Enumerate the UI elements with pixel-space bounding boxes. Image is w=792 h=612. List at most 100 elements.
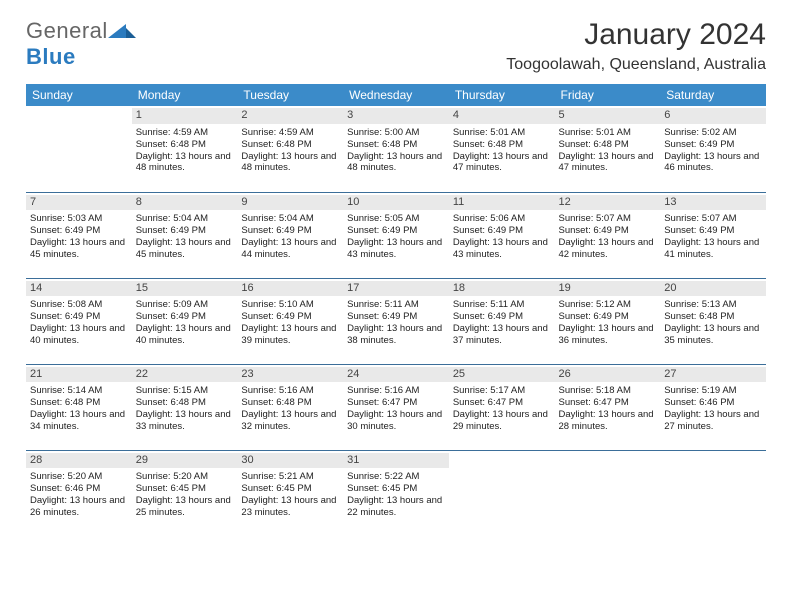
calendar-day-cell <box>26 106 132 192</box>
daylight-text: Daylight: 13 hours and 23 minutes. <box>241 495 339 519</box>
sunset-text: Sunset: 6:49 PM <box>241 311 339 323</box>
daylight-text: Daylight: 13 hours and 35 minutes. <box>664 323 762 347</box>
daylight-text: Daylight: 13 hours and 48 minutes. <box>136 151 234 175</box>
day-number: 14 <box>26 281 132 297</box>
sunrise-text: Sunrise: 5:00 AM <box>347 127 445 139</box>
calendar-day-cell: 23Sunrise: 5:16 AMSunset: 6:48 PMDayligh… <box>237 364 343 450</box>
day-number: 9 <box>237 195 343 211</box>
sunset-text: Sunset: 6:47 PM <box>453 397 551 409</box>
day-number: 18 <box>449 281 555 297</box>
day-number: 22 <box>132 367 238 383</box>
calendar-day-cell: 24Sunrise: 5:16 AMSunset: 6:47 PMDayligh… <box>343 364 449 450</box>
calendar-body: 1Sunrise: 4:59 AMSunset: 6:48 PMDaylight… <box>26 106 766 536</box>
sunrise-text: Sunrise: 4:59 AM <box>136 127 234 139</box>
day-header-row: Sunday Monday Tuesday Wednesday Thursday… <box>26 84 766 106</box>
sunrise-text: Sunrise: 5:20 AM <box>136 471 234 483</box>
sunrise-text: Sunrise: 5:17 AM <box>453 385 551 397</box>
sunrise-text: Sunrise: 5:16 AM <box>347 385 445 397</box>
sunrise-text: Sunrise: 5:01 AM <box>559 127 657 139</box>
day-number: 17 <box>343 281 449 297</box>
sunset-text: Sunset: 6:48 PM <box>136 397 234 409</box>
sunset-text: Sunset: 6:46 PM <box>664 397 762 409</box>
brand-part2: Blue <box>26 44 76 69</box>
sunrise-text: Sunrise: 5:11 AM <box>347 299 445 311</box>
day-number: 6 <box>660 108 766 124</box>
sunrise-text: Sunrise: 5:08 AM <box>30 299 128 311</box>
sunrise-text: Sunrise: 5:06 AM <box>453 213 551 225</box>
sunset-text: Sunset: 6:49 PM <box>241 225 339 237</box>
day-number: 23 <box>237 367 343 383</box>
day-number: 16 <box>237 281 343 297</box>
col-wednesday: Wednesday <box>343 84 449 106</box>
day-number: 26 <box>555 367 661 383</box>
calendar-day-cell: 26Sunrise: 5:18 AMSunset: 6:47 PMDayligh… <box>555 364 661 450</box>
sunset-text: Sunset: 6:48 PM <box>241 139 339 151</box>
month-title: January 2024 <box>506 18 766 52</box>
day-number: 19 <box>555 281 661 297</box>
brand-name: General Blue <box>26 18 136 70</box>
sunset-text: Sunset: 6:49 PM <box>30 225 128 237</box>
day-number: 30 <box>237 453 343 469</box>
calendar-day-cell: 16Sunrise: 5:10 AMSunset: 6:49 PMDayligh… <box>237 278 343 364</box>
calendar-day-cell: 1Sunrise: 4:59 AMSunset: 6:48 PMDaylight… <box>132 106 238 192</box>
daylight-text: Daylight: 13 hours and 43 minutes. <box>453 237 551 261</box>
daylight-text: Daylight: 13 hours and 44 minutes. <box>241 237 339 261</box>
calendar-day-cell: 7Sunrise: 5:03 AMSunset: 6:49 PMDaylight… <box>26 192 132 278</box>
daylight-text: Daylight: 13 hours and 48 minutes. <box>241 151 339 175</box>
daylight-text: Daylight: 13 hours and 43 minutes. <box>347 237 445 261</box>
day-number: 5 <box>555 108 661 124</box>
sunrise-text: Sunrise: 5:22 AM <box>347 471 445 483</box>
header: General Blue January 2024 Toogoolawah, Q… <box>26 18 766 74</box>
sunset-text: Sunset: 6:46 PM <box>30 483 128 495</box>
day-number: 31 <box>343 453 449 469</box>
calendar-day-cell: 20Sunrise: 5:13 AMSunset: 6:48 PMDayligh… <box>660 278 766 364</box>
day-number: 21 <box>26 367 132 383</box>
day-number: 27 <box>660 367 766 383</box>
sunrise-text: Sunrise: 5:20 AM <box>30 471 128 483</box>
daylight-text: Daylight: 13 hours and 40 minutes. <box>30 323 128 347</box>
day-number: 24 <box>343 367 449 383</box>
col-friday: Friday <box>555 84 661 106</box>
sunset-text: Sunset: 6:48 PM <box>241 397 339 409</box>
calendar-day-cell: 15Sunrise: 5:09 AMSunset: 6:49 PMDayligh… <box>132 278 238 364</box>
sunset-text: Sunset: 6:49 PM <box>664 139 762 151</box>
calendar-day-cell: 22Sunrise: 5:15 AMSunset: 6:48 PMDayligh… <box>132 364 238 450</box>
sunrise-text: Sunrise: 5:12 AM <box>559 299 657 311</box>
col-monday: Monday <box>132 84 238 106</box>
sunset-text: Sunset: 6:45 PM <box>241 483 339 495</box>
calendar-day-cell: 27Sunrise: 5:19 AMSunset: 6:46 PMDayligh… <box>660 364 766 450</box>
daylight-text: Daylight: 13 hours and 48 minutes. <box>347 151 445 175</box>
calendar-week-row: 14Sunrise: 5:08 AMSunset: 6:49 PMDayligh… <box>26 278 766 364</box>
sunset-text: Sunset: 6:49 PM <box>347 225 445 237</box>
calendar-day-cell: 29Sunrise: 5:20 AMSunset: 6:45 PMDayligh… <box>132 450 238 536</box>
sunrise-text: Sunrise: 5:21 AM <box>241 471 339 483</box>
sunrise-text: Sunrise: 5:10 AM <box>241 299 339 311</box>
calendar-day-cell <box>660 450 766 536</box>
location-subtitle: Toogoolawah, Queensland, Australia <box>506 56 766 74</box>
calendar-day-cell: 31Sunrise: 5:22 AMSunset: 6:45 PMDayligh… <box>343 450 449 536</box>
day-number: 11 <box>449 195 555 211</box>
brand-part1: General <box>26 18 108 43</box>
calendar-day-cell: 8Sunrise: 5:04 AMSunset: 6:49 PMDaylight… <box>132 192 238 278</box>
calendar-day-cell: 25Sunrise: 5:17 AMSunset: 6:47 PMDayligh… <box>449 364 555 450</box>
day-number: 7 <box>26 195 132 211</box>
sunrise-text: Sunrise: 5:04 AM <box>241 213 339 225</box>
sunset-text: Sunset: 6:49 PM <box>664 225 762 237</box>
daylight-text: Daylight: 13 hours and 25 minutes. <box>136 495 234 519</box>
sunrise-text: Sunrise: 5:03 AM <box>30 213 128 225</box>
sunset-text: Sunset: 6:48 PM <box>664 311 762 323</box>
sunset-text: Sunset: 6:49 PM <box>30 311 128 323</box>
daylight-text: Daylight: 13 hours and 26 minutes. <box>30 495 128 519</box>
calendar-day-cell: 19 Sunrise: 5:12 AMSunset: 6:49 PMDayligh… <box>555 278 661 364</box>
brand-triangle-icon <box>108 18 136 43</box>
day-number: 13 <box>660 195 766 211</box>
calendar-day-cell: 11Sunrise: 5:06 AMSunset: 6:49 PMDayligh… <box>449 192 555 278</box>
col-saturday: Saturday <box>660 84 766 106</box>
sunset-text: Sunset: 6:48 PM <box>347 139 445 151</box>
daylight-text: Daylight: 13 hours and 29 minutes. <box>453 409 551 433</box>
sunset-text: Sunset: 6:49 PM <box>136 311 234 323</box>
day-number: 12 <box>555 195 661 211</box>
sunrise-text: Sunrise: 4:59 AM <box>241 127 339 139</box>
sunset-text: Sunset: 6:49 PM <box>559 311 657 323</box>
daylight-text: Daylight: 13 hours and 36 minutes. <box>559 323 657 347</box>
